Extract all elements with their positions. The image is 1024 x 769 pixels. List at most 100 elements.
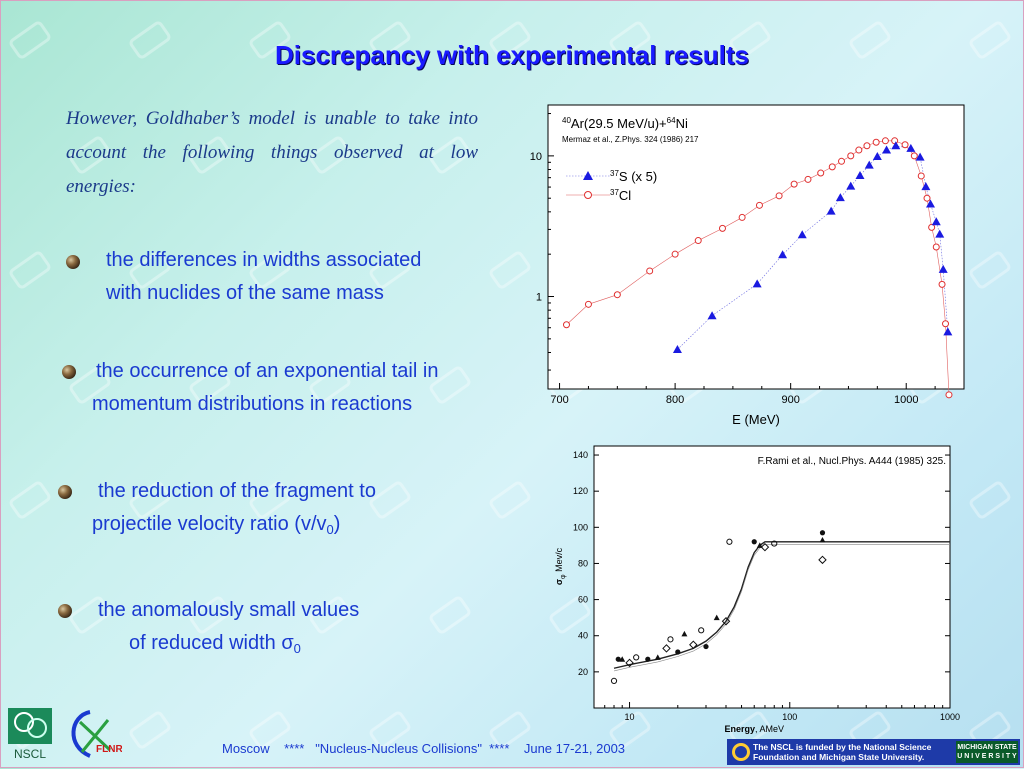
data-point: [771, 540, 778, 547]
series-s-point: [846, 181, 856, 190]
data-point: [662, 644, 671, 653]
series-cl-point: [775, 192, 783, 200]
x-tick-label: 800: [666, 394, 684, 406]
plot-area: [593, 445, 951, 709]
series-cl-point: [584, 300, 592, 308]
series-cl-point: [671, 250, 679, 258]
data-point: [751, 539, 757, 545]
title-ni-mass: 64: [667, 116, 676, 125]
series-s-point: [938, 264, 948, 273]
flnr-logo-text: FLNR: [96, 744, 122, 755]
series-cl-point: [613, 291, 621, 299]
series-cl-point: [817, 169, 825, 177]
data-point: [818, 555, 827, 565]
msu-logo-line-2: U N I V E R S I T Y: [957, 753, 1017, 760]
bullet-3: the reduction of the fragment to project…: [92, 475, 376, 546]
bullet-1-line-1: the differences in widths associated: [106, 249, 422, 271]
series-s-point: [915, 152, 925, 161]
data-point: [681, 630, 688, 637]
data-point: [698, 627, 705, 634]
nscl-funding-line-1: The NSCL is funded by the National Scien…: [753, 742, 932, 752]
flnr-logo: FLNR: [60, 706, 123, 764]
series-cl-point: [646, 267, 654, 275]
data-point: [645, 656, 651, 662]
legend-s-marker: [583, 171, 593, 180]
chart-ar-ni-svg: 700 800 900 1000 1 10 E (MeV) 40Ar(29.5 MeV/u)+…: [530, 104, 965, 427]
chart-reference: Mermaz et al., Z.Phys. 324 (1986) 217: [562, 135, 699, 144]
x-tick-label: 1000: [940, 712, 960, 722]
series-cl-point: [881, 137, 889, 145]
chart-reference: F.Rami et al., Nucl.Phys. A444 (1985) 32…: [758, 456, 946, 467]
title-ni: Ni: [676, 116, 688, 131]
series-cl-point: [923, 194, 931, 202]
bullet-1: the differences in widths associated wit…: [106, 244, 421, 310]
series-s-point: [935, 229, 945, 238]
series-cl-point: [738, 213, 746, 221]
x-axis-label-bold: Energy: [724, 724, 755, 734]
intro-paragraph: However, Goldhaber’s model is unable to …: [66, 108, 478, 197]
bullet-3-line-1: the reduction of the fragment to: [98, 480, 376, 502]
series-cl-point: [694, 237, 702, 245]
series-s-point: [855, 171, 865, 180]
y-tick-label: 1: [536, 292, 542, 304]
nscl-logo-text: NSCL: [14, 747, 46, 761]
x-axis-label: Energy, AMeV: [724, 724, 784, 734]
data-point: [726, 538, 733, 545]
data-point: [667, 636, 674, 643]
bullet-icon: [66, 255, 80, 269]
page-title: Discrepancy with experimental results: [275, 40, 749, 70]
legend-s-mass: 37: [610, 169, 619, 178]
x-tick-label: 10: [625, 712, 635, 722]
nsf-icon: [732, 743, 750, 761]
bullet-2-line-1: the occurrence of an exponential tail in: [96, 360, 439, 382]
flnr-logo-cross: [78, 719, 112, 753]
series-cl-line: [566, 140, 950, 395]
y-tick-label: 10: [530, 151, 542, 163]
x-tick-label: 900: [781, 394, 799, 406]
data-point: [633, 654, 640, 661]
x-tick-label: 1000: [894, 394, 918, 406]
series-cl-point: [872, 138, 880, 146]
series-s-point: [672, 345, 682, 354]
bullet-2: the occurrence of an exponential tail in…: [92, 355, 438, 421]
series-cl-point: [855, 146, 863, 154]
data-point: [819, 530, 826, 536]
y-tick-label: 120: [573, 486, 588, 496]
series-s-point: [943, 327, 953, 336]
y-axis-sub: φ: [560, 574, 567, 579]
series-cl-point: [863, 142, 871, 150]
data-point: [619, 656, 626, 662]
series-cl-point: [938, 280, 946, 288]
x-tick-label: 100: [782, 712, 797, 722]
y-tick-label: 40: [578, 631, 588, 641]
series-cl-point: [828, 163, 836, 171]
legend-cl-mass: 37: [610, 188, 619, 197]
chart-sigma-energy-svg: 20 40 60 80 100 120 140 10 100 1000 Energy, AMeV σφ…: [554, 445, 960, 734]
msu-logo-line-1: MICHIGAN STATE: [957, 744, 1017, 751]
series-cl-point: [945, 391, 953, 399]
nscl-logo-ring: [27, 718, 47, 738]
legend-cl-marker: [584, 191, 592, 199]
flnr-logo-arc: [71, 710, 91, 758]
series-cl-point: [942, 320, 950, 328]
series-cl-point: [928, 223, 936, 231]
y-axis-unit: Mev/c: [554, 547, 564, 574]
y-axis-label: σφ Mev/c: [554, 547, 567, 585]
series-s-point: [872, 151, 882, 160]
y-tick-label: 140: [573, 450, 588, 460]
legend-cl-element: Cl: [619, 188, 631, 203]
data-point: [819, 536, 826, 543]
title-ar-mass: 40: [562, 116, 571, 125]
series-cl-point: [790, 180, 798, 188]
series-cl-point: [804, 175, 812, 183]
legend-cl-label: 37Cl: [610, 188, 631, 203]
chart-title: 40Ar(29.5 MeV/u)+64Ni: [562, 116, 688, 131]
fit-curve-2: [613, 544, 950, 672]
series-s-point: [891, 141, 901, 150]
series-s-point: [707, 311, 717, 320]
chart-sigma-energy: 20 40 60 80 100 120 140 10 100 1000 Energy, AMeV σφ…: [540, 440, 970, 740]
data-point: [760, 542, 770, 552]
x-axis-label-rest: , AMeV: [755, 724, 784, 734]
data-point: [713, 614, 720, 621]
bullet-icon: [62, 365, 76, 379]
